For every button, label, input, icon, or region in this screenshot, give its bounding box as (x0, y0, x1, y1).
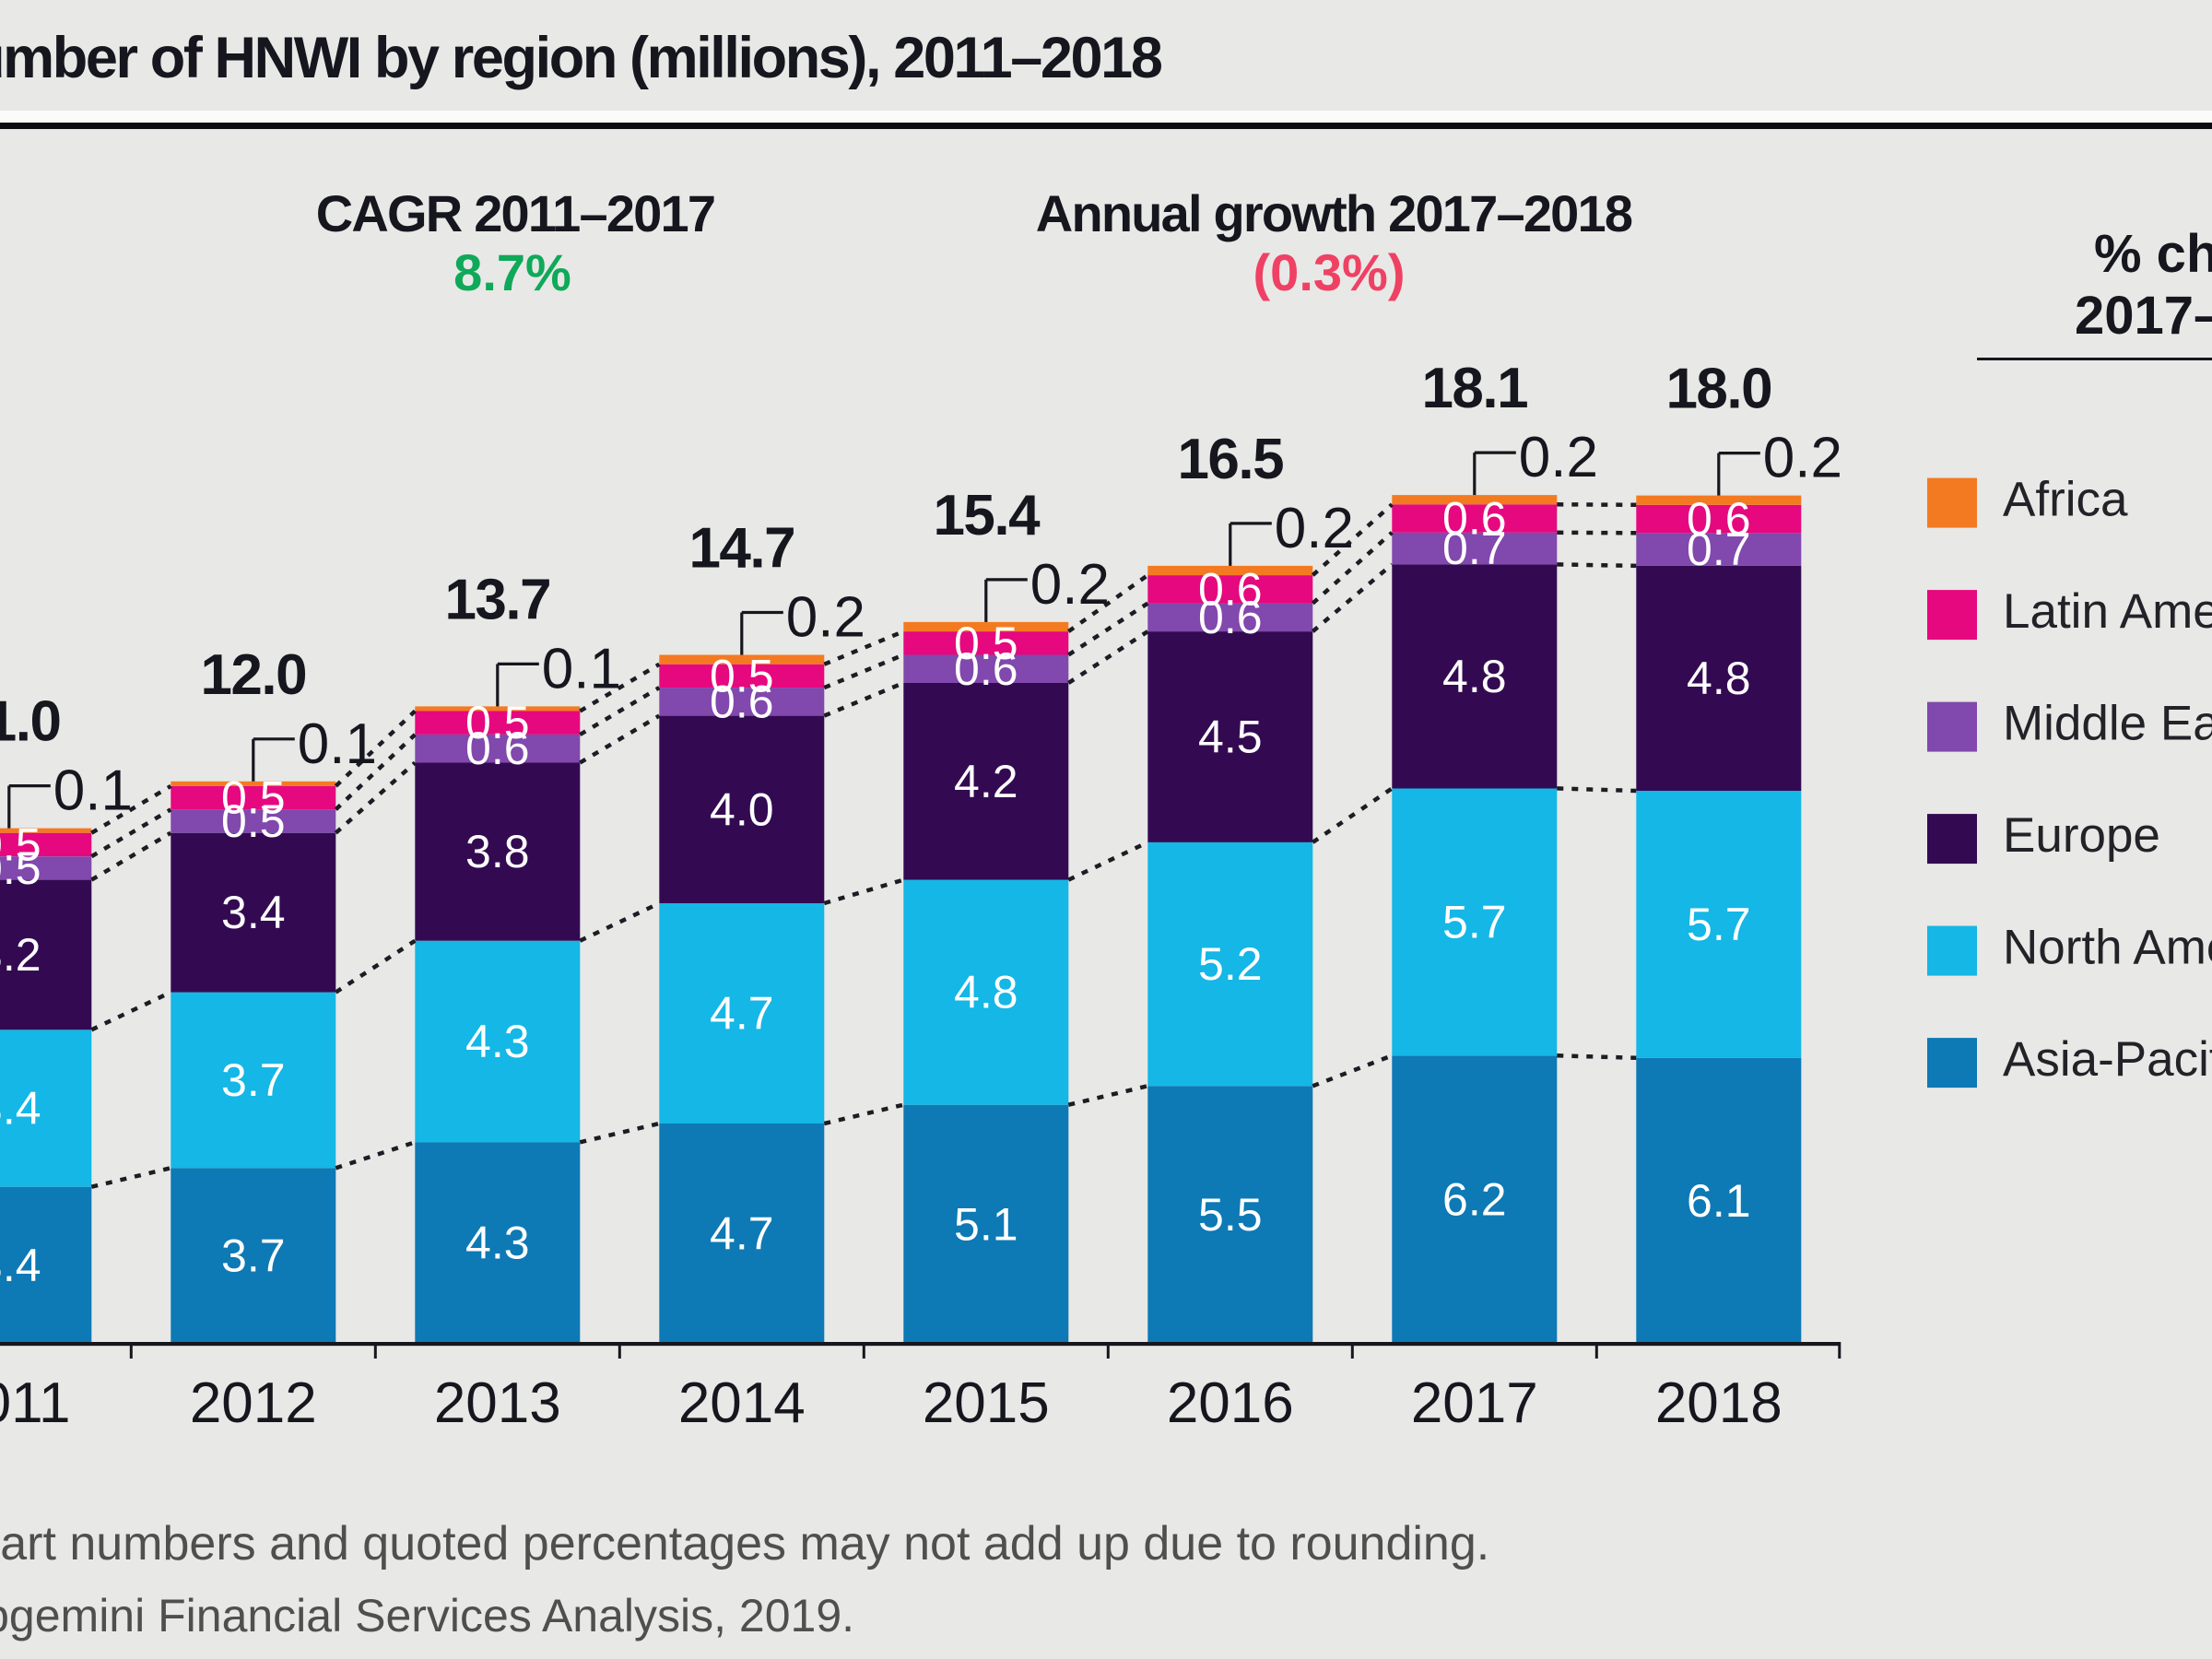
svg-text:2015: 2015 (923, 1371, 1050, 1435)
svg-text:0.1: 0.1 (298, 712, 377, 776)
svg-text:Africa: Africa (2003, 473, 2128, 527)
svg-text:0.5: 0.5 (954, 618, 1018, 669)
svg-text:North America: North America (2003, 921, 2212, 975)
svg-text:0.5: 0.5 (0, 842, 41, 894)
svg-text:5.1: 5.1 (954, 1198, 1018, 1250)
svg-text:3.2: 3.2 (0, 929, 41, 981)
svg-text:18.1: 18.1 (1421, 357, 1527, 420)
svg-text:0.2: 0.2 (1030, 553, 1110, 617)
svg-text:4.0: 4.0 (710, 783, 774, 835)
svg-text:2012: 2012 (190, 1371, 317, 1435)
svg-text:4.8: 4.8 (954, 967, 1018, 1018)
svg-text:0.7: 0.7 (1442, 523, 1507, 574)
svg-text:0.1: 0.1 (542, 637, 621, 700)
svg-text:0.6: 0.6 (710, 676, 774, 727)
svg-text:3.7: 3.7 (221, 1054, 286, 1106)
svg-text:4.8: 4.8 (1687, 653, 1751, 704)
svg-text:5.2: 5.2 (1198, 938, 1263, 990)
svg-text:(0.3%): (0.3%) (1253, 243, 1406, 301)
svg-text:2011: 2011 (0, 1371, 70, 1435)
svg-text:0.5: 0.5 (221, 772, 286, 824)
svg-text:3.4: 3.4 (0, 1240, 41, 1291)
svg-text:3.4: 3.4 (0, 1083, 41, 1135)
svg-text:0.6: 0.6 (1442, 493, 1507, 545)
svg-text:0.7: 0.7 (1687, 524, 1751, 575)
svg-text:Number of HNWI by region (mill: Number of HNWI by region (millions), 201… (0, 26, 1162, 90)
svg-text:6.1: 6.1 (1687, 1175, 1751, 1227)
svg-text:4.7: 4.7 (710, 988, 774, 1040)
svg-text:4.3: 4.3 (465, 1016, 530, 1067)
svg-text:Europe: Europe (2003, 808, 2160, 863)
svg-text:0.5: 0.5 (710, 650, 774, 701)
svg-text:5.7: 5.7 (1442, 896, 1507, 947)
svg-text:5.5: 5.5 (1198, 1189, 1263, 1241)
svg-text:2017–2018: 2017–2018 (2075, 286, 2212, 346)
svg-text:0.2: 0.2 (1519, 426, 1598, 489)
svg-text:4.3: 4.3 (465, 1218, 530, 1269)
svg-text:0.6: 0.6 (1687, 493, 1751, 545)
svg-text:0.2: 0.2 (786, 586, 865, 650)
svg-text:4.7: 4.7 (710, 1208, 774, 1260)
svg-text:Annual growth 2017–2018: Annual growth 2017–2018 (1036, 184, 1632, 242)
svg-text:2013: 2013 (434, 1371, 561, 1435)
svg-text:0.2: 0.2 (1763, 427, 1842, 490)
svg-text:3.7: 3.7 (221, 1230, 286, 1282)
svg-text:0.6: 0.6 (1198, 592, 1263, 643)
svg-text:4.5: 4.5 (1198, 712, 1263, 763)
svg-text:14.7: 14.7 (688, 517, 794, 581)
svg-text:Note: Chart numbers and quoted: Note: Chart numbers and quoted percentag… (0, 1517, 1489, 1571)
svg-text:2016: 2016 (1167, 1371, 1294, 1435)
svg-text:4.8: 4.8 (1442, 651, 1507, 702)
svg-text:18.0: 18.0 (1665, 358, 1771, 421)
svg-text:Middle East: Middle East (2003, 697, 2212, 751)
svg-text:2018: 2018 (1655, 1371, 1783, 1435)
svg-text:Source: Capgemini Financial Se: Source: Capgemini Financial Services Ana… (0, 1590, 854, 1641)
svg-text:0.5: 0.5 (0, 818, 41, 870)
svg-text:8.7%: 8.7% (453, 243, 571, 301)
svg-text:2014: 2014 (678, 1371, 806, 1435)
svg-text:0.1: 0.1 (53, 759, 133, 823)
svg-text:Asia-Pacific: Asia-Pacific (2003, 1032, 2212, 1087)
svg-text:13.7: 13.7 (444, 568, 550, 631)
svg-text:0.2: 0.2 (1275, 497, 1354, 560)
svg-text:11.0: 11.0 (0, 690, 60, 754)
svg-text:5.7: 5.7 (1687, 899, 1751, 950)
svg-text:0.5: 0.5 (221, 795, 286, 847)
svg-text:0.6: 0.6 (1198, 563, 1263, 615)
svg-text:6.2: 6.2 (1442, 1174, 1507, 1226)
svg-text:3.4: 3.4 (221, 887, 286, 938)
svg-text:15.4: 15.4 (933, 484, 1041, 547)
svg-text:0.6: 0.6 (465, 723, 530, 774)
svg-text:0.5: 0.5 (465, 697, 530, 748)
svg-text:Latin America: Latin America (2003, 584, 2212, 639)
svg-text:3.8: 3.8 (465, 826, 530, 877)
svg-text:% change: % change (2094, 224, 2212, 284)
svg-text:0.6: 0.6 (954, 643, 1018, 695)
svg-text:12.0: 12.0 (200, 643, 306, 707)
svg-text:16.5: 16.5 (1177, 428, 1283, 491)
svg-text:4.2: 4.2 (954, 756, 1018, 807)
svg-text:CAGR 2011–2017: CAGR 2011–2017 (316, 184, 714, 242)
svg-text:2017: 2017 (1411, 1371, 1538, 1435)
